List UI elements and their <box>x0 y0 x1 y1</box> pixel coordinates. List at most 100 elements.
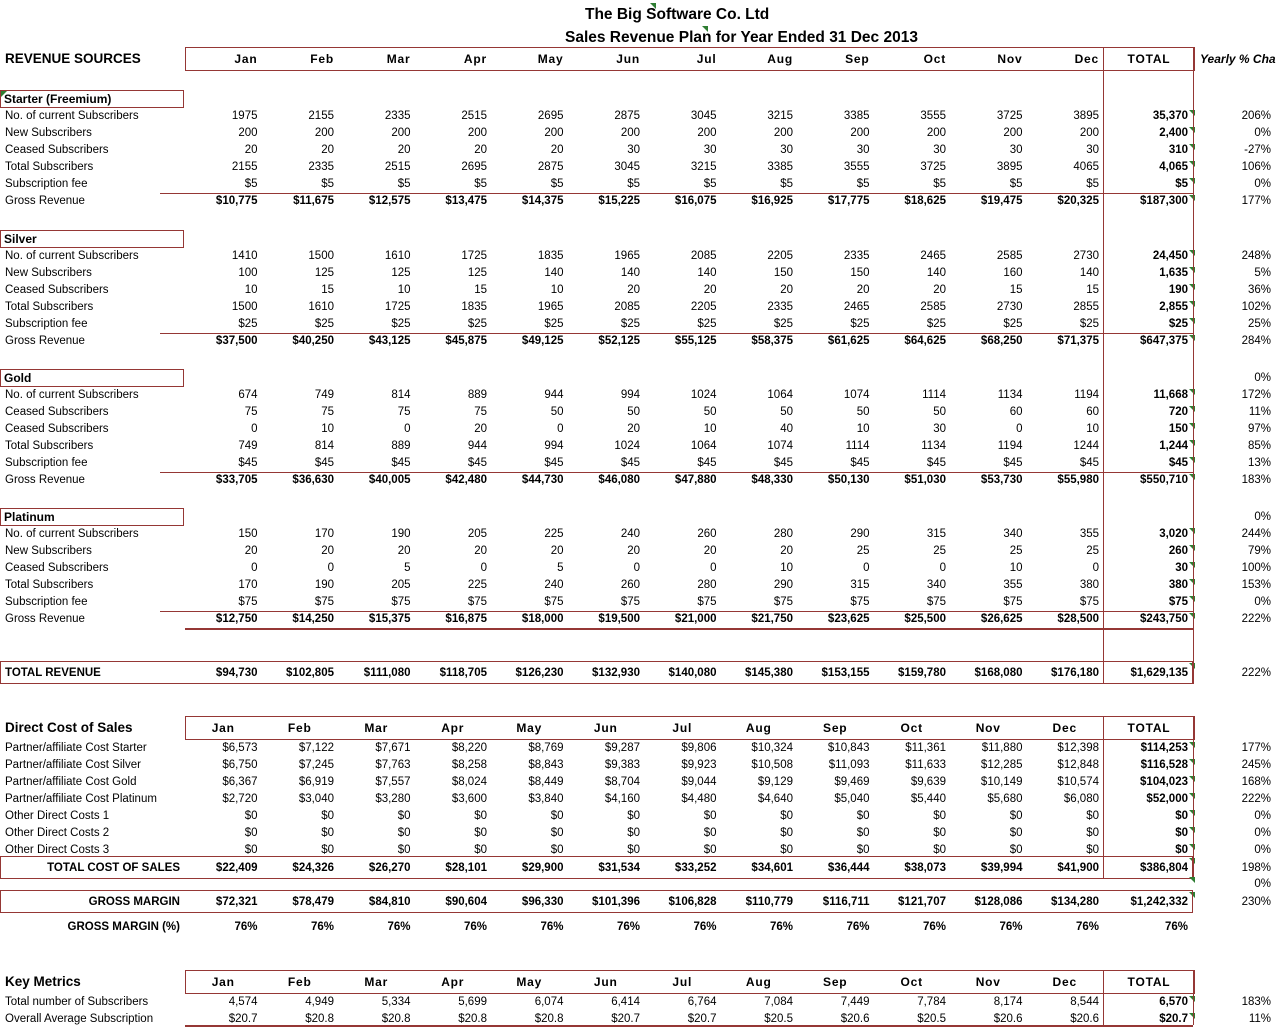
row-label: Ceased Subscribers <box>5 562 109 574</box>
cell-value: $43,125 <box>368 335 411 347</box>
cell-value: $5 <box>1009 178 1023 190</box>
cell-value: 2695 <box>537 110 564 122</box>
cell-value: 200 <box>926 127 946 139</box>
cell-value: $45 <box>697 457 717 469</box>
comment-marker <box>1189 178 1195 184</box>
row-label: Gross Revenue <box>5 335 85 347</box>
cell-value: 3555 <box>843 161 870 173</box>
row-label: Total Subscribers <box>5 301 94 313</box>
cell-value: 200 <box>314 127 334 139</box>
comment-marker <box>1189 1013 1195 1019</box>
cell-value: 225 <box>544 528 564 540</box>
cell-value: $0 <box>856 844 870 856</box>
cell-value: 200 <box>467 127 487 139</box>
cell-value: 1410 <box>231 250 258 262</box>
month-header: May <box>537 52 564 66</box>
comment-marker <box>1189 793 1195 799</box>
cell-yearly: 198% <box>1241 862 1271 874</box>
table-row: No. of current Subscribers 1410 1500 1610 17… <box>0 248 1280 265</box>
cell-value: 0 <box>863 562 870 574</box>
cell-value <box>644 369 721 387</box>
cell-value <box>950 230 1027 248</box>
cell-value: $75 <box>620 596 640 608</box>
cell-value: 125 <box>391 267 411 279</box>
cell-yearly: 230% <box>1241 896 1271 908</box>
cell-yearly: 244% <box>1241 528 1271 540</box>
cell-value: $26,625 <box>980 613 1023 625</box>
cell-value: 1024 <box>690 389 717 401</box>
cell-value <box>185 508 262 526</box>
cell-total: 1,635 <box>1103 265 1195 282</box>
cell-value: $28,101 <box>445 862 487 874</box>
month-header: Jan <box>211 721 235 735</box>
month-header: Mar <box>386 52 411 66</box>
cell-value: $20.6 <box>1070 1013 1099 1025</box>
comment-marker <box>1189 406 1195 412</box>
cell-value: $20.8 <box>534 1013 564 1025</box>
cell-value: $53,730 <box>980 474 1023 486</box>
cell-value: 2155 <box>308 110 334 122</box>
cell-value: $40,005 <box>368 474 411 486</box>
cell-value: $75 <box>467 596 487 608</box>
cell-total: $25 <box>1103 316 1195 333</box>
cell-value: $0 <box>933 810 946 822</box>
cell-value: $6,367 <box>222 776 258 788</box>
cell-value: $22,409 <box>215 862 258 874</box>
cell-value: $38,073 <box>904 862 946 874</box>
cell-value: $14,375 <box>521 195 564 207</box>
row-label: No. of current Subscribers <box>5 110 139 122</box>
cell-value: 20 <box>780 545 793 557</box>
cell-value: 2585 <box>920 301 946 313</box>
comment-marker <box>1189 810 1195 816</box>
cell-yearly: 183% <box>1241 474 1271 486</box>
cell-value: 60 <box>1086 406 1099 418</box>
column-header-row: REVENUE SOURCES Jan Feb Mar Apr May Jun Jul Aug S… <box>0 47 1280 71</box>
table-title: Direct Cost of Sales <box>5 720 133 735</box>
cell-value: $3,040 <box>298 793 334 805</box>
cell-value: 160 <box>1003 267 1023 279</box>
row-label: GROSS MARGIN <box>88 896 180 908</box>
cell-value <box>1027 230 1104 248</box>
cell-value: $8,704 <box>604 776 640 788</box>
cell-value: $25 <box>314 318 334 330</box>
cell-yearly: 222% <box>1241 613 1271 625</box>
cell-value: $25 <box>467 318 487 330</box>
cell-value: 200 <box>1003 127 1023 139</box>
cell-value: 0 <box>251 423 258 435</box>
cell-value: 315 <box>850 579 870 591</box>
cell-value: 674 <box>238 389 258 401</box>
cell-value: $176,180 <box>1051 667 1099 679</box>
cell-value: 1194 <box>1074 389 1099 401</box>
cell-value: 2465 <box>843 301 870 313</box>
cell-value: 355 <box>1003 579 1023 591</box>
cell-value: $126,230 <box>515 667 564 679</box>
cell-value: 10 <box>780 562 793 574</box>
cell-value: $20.6 <box>993 1013 1023 1025</box>
cell-value: $75 <box>391 596 411 608</box>
cell-value: 814 <box>391 389 411 401</box>
table-row: No. of current Subscribers 150 170 190 205 22… <box>0 526 1280 543</box>
yearly-header <box>1195 716 1280 740</box>
cell-value: 340 <box>1003 528 1023 540</box>
cell-value: 0 <box>633 562 640 574</box>
key-metrics-rows: Total number of Subscribers 4,574 4,949 5,3… <box>0 994 1280 1028</box>
cell-value: $5 <box>1086 178 1099 190</box>
cell-value: 10 <box>321 423 334 435</box>
cell-value: 20 <box>933 284 946 296</box>
cell-value: 76% <box>846 921 870 933</box>
cell-value: 170 <box>314 528 334 540</box>
cell-value: $72,321 <box>215 896 258 908</box>
cell-value: 1114 <box>922 389 946 401</box>
cell-value: 7,784 <box>917 996 946 1008</box>
cell-yearly: 206% <box>1241 110 1271 122</box>
cell-value: $45 <box>391 457 411 469</box>
cell-value: 2335 <box>384 110 411 122</box>
cell-value: $0 <box>244 844 258 856</box>
cell-value: 6,414 <box>611 996 640 1008</box>
cell-value: 889 <box>391 440 411 452</box>
cell-value: 1725 <box>461 250 487 262</box>
month-header: Aug <box>767 52 793 66</box>
month-header: Aug <box>745 721 772 735</box>
cell-value: 240 <box>620 528 640 540</box>
cell-value: $159,780 <box>898 667 946 679</box>
